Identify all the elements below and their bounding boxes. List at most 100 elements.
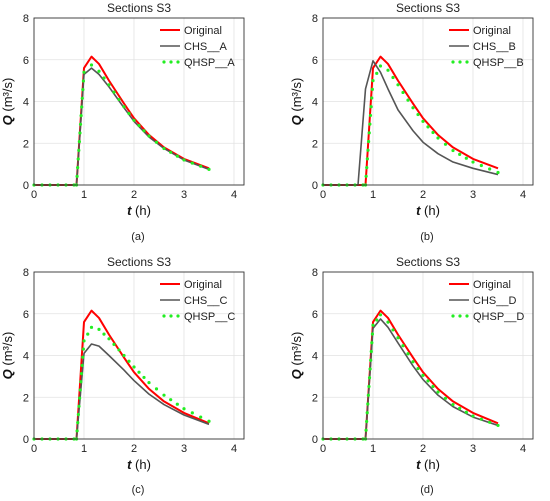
- data-point: [81, 355, 85, 359]
- data-point: [365, 419, 369, 424]
- y-tick-label: 0: [23, 180, 29, 192]
- data-point: [479, 417, 483, 421]
- data-point: [79, 371, 84, 376]
- data-point: [80, 363, 84, 368]
- data-point: [76, 421, 80, 425]
- legend-label: QHSP__B: [473, 57, 524, 69]
- data-point: [162, 393, 166, 397]
- chart-panel-b: 0 1 2 3 4 0 2 4 6 8 Sections S3 t (h) Q (m³/s) Origin…: [289, 1, 534, 218]
- data-point: [75, 429, 79, 433]
- x-axis-label: t (h): [127, 457, 151, 472]
- data-point: [416, 366, 420, 371]
- data-point: [82, 339, 86, 343]
- data-point: [367, 384, 371, 389]
- data-point: [401, 90, 405, 95]
- y-axis-label: Q (m³/s): [289, 78, 304, 126]
- data-point: [175, 154, 179, 158]
- x-tick-label: 0: [31, 443, 37, 455]
- data-point: [76, 412, 80, 417]
- data-point: [436, 390, 440, 394]
- y-axis-unit: (m³/s): [0, 332, 15, 366]
- data-point: [137, 123, 141, 128]
- data-point: [79, 114, 83, 118]
- data-point: [421, 119, 425, 123]
- data-point: [207, 167, 211, 171]
- x-tick-label: 4: [231, 443, 237, 455]
- x-axis-unit: (h): [420, 203, 440, 218]
- legend-label: Original: [473, 25, 511, 37]
- x-tick-label: 4: [520, 189, 526, 201]
- data-point: [368, 113, 373, 118]
- data-point: [366, 402, 370, 406]
- data-point: [81, 88, 85, 92]
- data-point: [406, 352, 410, 356]
- legend: Original CHS__C QHSP__C: [160, 279, 235, 323]
- series-line-CHS__B: [323, 59, 499, 186]
- series-line-Original: [323, 309, 499, 440]
- data-point: [396, 336, 400, 340]
- data-point: [97, 327, 101, 332]
- x-tick-label: 1: [370, 443, 376, 455]
- x-axis-unit: (h): [131, 203, 151, 218]
- y-axis-unit: (m³/s): [0, 78, 15, 112]
- legend: Original CHS__A QHSP__A: [160, 25, 235, 69]
- data-point: [369, 349, 373, 354]
- data-point: [137, 370, 141, 374]
- legend-item: QHSP__C: [162, 311, 235, 323]
- legend-item: QHSP__A: [162, 57, 235, 69]
- panel-label: (b): [420, 231, 433, 243]
- x-tick-label: 1: [370, 189, 376, 201]
- y-tick-label: 2: [23, 138, 29, 150]
- x-tick-label: 2: [131, 189, 137, 201]
- y-tick-label: 8: [312, 267, 318, 279]
- legend-label: QHSP__A: [184, 57, 235, 69]
- data-point: [365, 166, 369, 170]
- y-tick-label: 6: [312, 309, 318, 321]
- x-axis-variable: t: [127, 203, 132, 218]
- data-point: [132, 118, 136, 122]
- y-axis-label: Q (m³/s): [289, 332, 304, 380]
- data-point: [366, 393, 370, 397]
- data-point: [76, 166, 80, 170]
- data-point: [207, 419, 211, 423]
- data-point: [122, 353, 126, 358]
- data-point: [175, 402, 179, 406]
- x-tick-label: 3: [470, 189, 476, 201]
- y-axis-variable: Q: [289, 112, 304, 126]
- y-axis-label: Q (m³/s): [0, 332, 15, 380]
- data-point: [378, 64, 383, 68]
- data-point: [102, 76, 106, 80]
- data-point: [368, 367, 372, 371]
- data-point: [117, 348, 121, 352]
- data-point: [367, 139, 371, 144]
- data-point: [451, 148, 455, 153]
- data-point: [199, 415, 203, 419]
- data-point: [78, 122, 83, 126]
- y-tick-label: 0: [312, 434, 318, 446]
- data-point: [364, 174, 368, 178]
- data-point: [364, 428, 368, 432]
- data-point: [488, 167, 492, 171]
- data-point: [421, 373, 425, 377]
- legend-item: CHS__B: [449, 41, 516, 53]
- legend-label: CHS__B: [473, 41, 516, 53]
- legend-item: Original: [449, 279, 511, 291]
- y-axis-unit: (m³/s): [289, 332, 304, 366]
- data-point: [378, 313, 383, 317]
- data-point: [496, 423, 500, 428]
- y-axis-variable: Q: [0, 112, 15, 126]
- legend-item: Original: [160, 279, 222, 291]
- series-dots-QHSP__A: [32, 63, 211, 187]
- data-point: [365, 411, 369, 415]
- data-point: [471, 414, 475, 418]
- data-point: [117, 97, 121, 102]
- data-point: [464, 410, 468, 414]
- y-tick-label: 6: [23, 309, 29, 321]
- x-tick-label: 3: [181, 443, 187, 455]
- data-point: [471, 160, 475, 164]
- data-point: [77, 148, 81, 152]
- data-point: [367, 376, 372, 380]
- legend-swatch: [176, 314, 180, 318]
- data-point: [365, 157, 369, 161]
